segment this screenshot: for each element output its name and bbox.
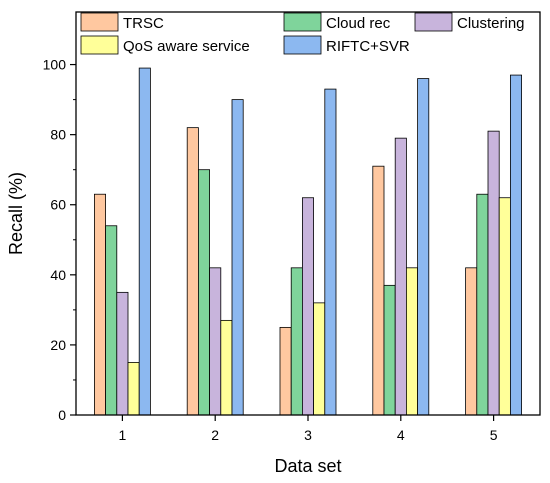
x-tick-label: 4	[397, 427, 405, 443]
bar-trsc-set-1	[94, 193, 107, 416]
bar-riftc-svr-set-4	[417, 78, 430, 416]
bar-qos-aware-service-set-1	[127, 362, 140, 416]
bars-layer	[94, 67, 522, 416]
bar-qos-aware-service-set-2	[220, 319, 233, 416]
bar-trsc-set-2	[186, 127, 199, 416]
bar-trsc-set-5	[465, 267, 478, 416]
bar-qos-aware-service-set-5	[498, 197, 511, 416]
legend-label: RIFTC+SVR	[326, 38, 410, 55]
y-tick-label: 60	[50, 197, 66, 213]
y-tick-label: 40	[50, 267, 66, 283]
bar-riftc-svr-set-1	[138, 67, 151, 416]
legend-swatch-trsc	[80, 12, 119, 32]
legend-swatch-riftc-svr	[283, 35, 322, 55]
bar-clustering-set-5	[487, 130, 500, 416]
y-tick-label: 100	[43, 57, 67, 73]
bar-trsc-set-4	[372, 165, 385, 416]
legend-swatch-cloud-rec	[283, 12, 322, 32]
legend: TRSC Cloud rec Clustering QoS aware service…	[80, 12, 525, 55]
legend-swatch-clustering	[414, 12, 453, 32]
x-tick-label: 3	[304, 427, 312, 443]
bar-clustering-set-2	[209, 267, 222, 416]
y-axis-title: Recall (%)	[6, 172, 26, 255]
legend-label: Clustering	[457, 15, 525, 32]
bar-clustering-set-3	[301, 197, 314, 416]
legend-label: Cloud rec	[326, 15, 391, 32]
y-tick-label: 0	[58, 407, 66, 423]
bar-cloud-rec-set-1	[105, 225, 118, 416]
bar-riftc-svr-set-3	[324, 88, 337, 416]
x-tick-label: 2	[211, 427, 219, 443]
bar-qos-aware-service-set-4	[405, 267, 418, 416]
bar-trsc-set-3	[279, 326, 292, 416]
bar-qos-aware-service-set-3	[313, 302, 326, 416]
y-tick-label: 80	[50, 127, 66, 143]
x-axis-title: Data set	[274, 456, 341, 476]
bar-riftc-svr-set-5	[509, 74, 522, 416]
legend-swatch-qos-aware-service	[80, 35, 119, 55]
bar-clustering-set-1	[116, 291, 129, 416]
bar-clustering-set-4	[394, 137, 407, 416]
axes-layer: 0 20 40 60 80 100 1 2 3 4 5	[43, 57, 498, 443]
legend-label: QoS aware service	[123, 38, 250, 55]
bar-cloud-rec-set-5	[476, 193, 489, 416]
bar-cloud-rec-set-4	[383, 284, 396, 416]
y-tick-label: 20	[50, 337, 66, 353]
bar-cloud-rec-set-2	[197, 169, 210, 416]
bar-riftc-svr-set-2	[231, 99, 244, 416]
x-tick-label: 5	[490, 427, 498, 443]
bar-cloud-rec-set-3	[290, 267, 303, 416]
legend-label: TRSC	[123, 15, 164, 32]
x-tick-label: 1	[119, 427, 127, 443]
